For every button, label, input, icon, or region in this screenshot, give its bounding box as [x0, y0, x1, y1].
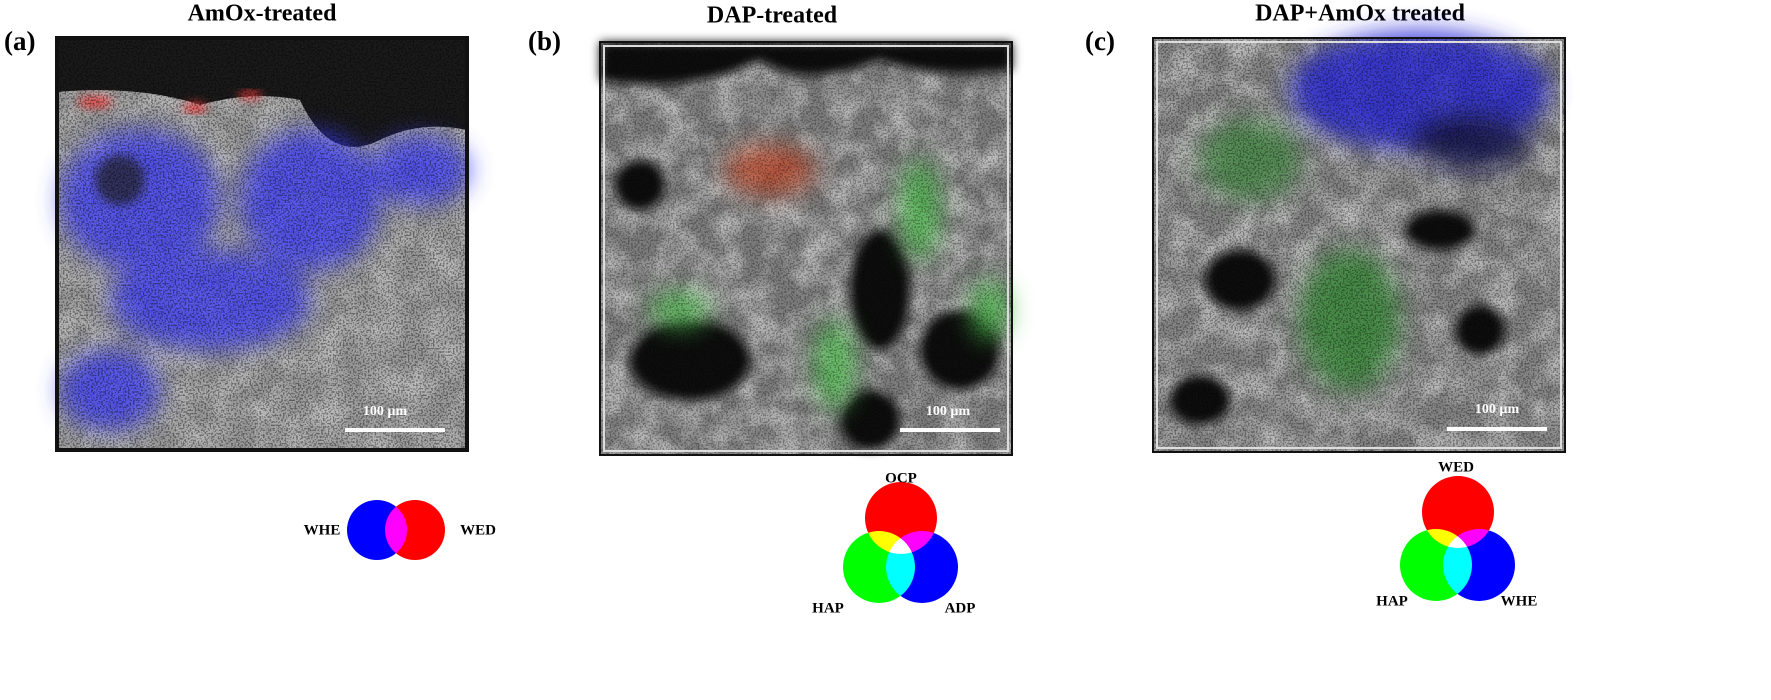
panel-label: (c) — [1085, 26, 1115, 56]
legend-label: ADP — [945, 600, 976, 616]
color-legend — [347, 500, 445, 560]
legend-label: WHE — [1501, 593, 1538, 609]
scale-bar — [345, 428, 445, 432]
micrograph — [599, 41, 1013, 456]
legend-label: OCP — [885, 470, 917, 486]
color-legend — [843, 482, 958, 603]
scale-bar — [1447, 427, 1547, 431]
color-legend — [1400, 476, 1515, 601]
panel-title: DAP+AmOx treated — [1255, 1, 1466, 27]
panel-a: AmOx-treated (a) 100 µm W — [4, 1, 496, 560]
legend-label: HAP — [1376, 593, 1408, 609]
micrograph — [55, 36, 470, 452]
panel-label: (a) — [4, 26, 35, 56]
micrograph — [1152, 30, 1566, 453]
legend-label: WHE — [304, 522, 341, 538]
panel-label: (b) — [528, 26, 561, 56]
panel-b: DAP-treated (b) 100 — [528, 3, 1013, 616]
legend-label: WED — [460, 522, 496, 538]
panel-title: DAP-treated — [707, 3, 838, 29]
panel-title: AmOx-treated — [188, 1, 337, 27]
scale-bar-label: 100 µm — [363, 404, 408, 419]
scale-bar-label: 100 µm — [1475, 402, 1520, 417]
legend-label: WED — [1438, 459, 1474, 475]
scale-bar-label: 100 µm — [926, 404, 971, 419]
panel-c: DAP+AmOx treated (c) 100 µm — [1085, 1, 1566, 609]
legend-label: HAP — [812, 600, 844, 616]
scale-bar — [900, 428, 1000, 432]
